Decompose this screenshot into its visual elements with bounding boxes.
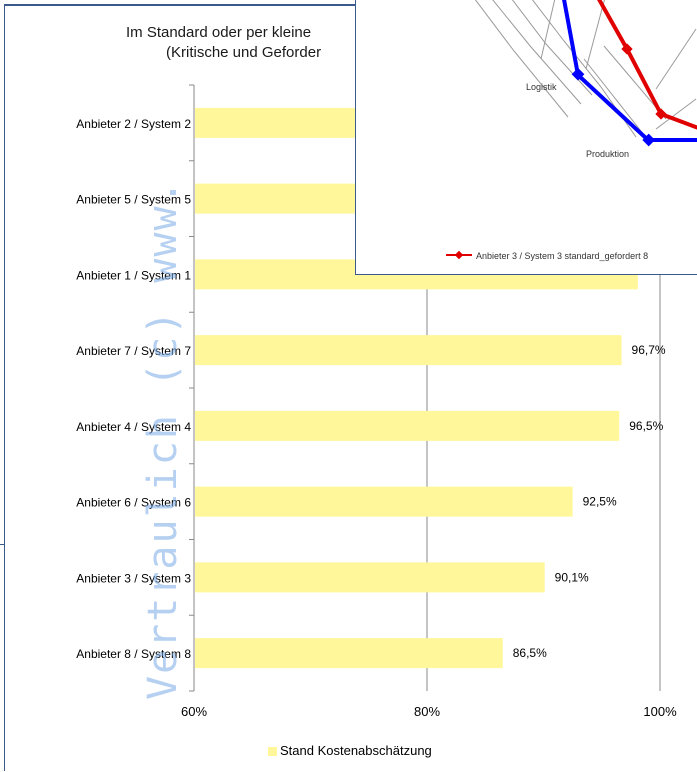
chart-legend: Stand Kostenabschätzung <box>268 743 432 758</box>
radar-point-blue <box>642 133 656 147</box>
data-label: 92,5% <box>583 495 617 509</box>
data-label: 96,5% <box>629 419 663 433</box>
legend-label: Stand Kostenabschätzung <box>280 743 432 758</box>
radar-legend-marker <box>454 250 464 260</box>
category-label: Anbieter 7 / System 7 <box>76 344 191 358</box>
radar-axis-label-produktion: Produktion <box>586 149 629 159</box>
chart-title-line2: (Kritische und Geforder <box>166 44 322 61</box>
category-label: Anbieter 3 / System 3 <box>76 571 191 585</box>
radar-axis-label-logistik: Logistik <box>526 82 557 92</box>
radar-series-blue <box>562 0 697 142</box>
left-border-accent <box>0 544 4 545</box>
chart-title-line1: Im Standard oder per kleine <box>126 24 312 41</box>
bar <box>195 638 503 669</box>
radar-point-red <box>621 43 633 55</box>
radar-chart-panel: Logistik Produktion Anbieter 3 / System … <box>355 0 697 275</box>
data-label: 86,5% <box>513 646 547 660</box>
bar <box>195 335 622 366</box>
bar <box>195 486 573 517</box>
category-label: Anbieter 4 / System 4 <box>76 420 191 434</box>
radar-series-red <box>597 0 697 130</box>
radar-legend-label: Anbieter 3 / System 3 standard_gefordert… <box>476 251 648 261</box>
x-tick-label: 100% <box>643 704 677 719</box>
panel-top-border <box>5 5 365 6</box>
category-label: Anbieter 5 / System 5 <box>76 193 191 207</box>
bar <box>195 410 620 441</box>
bar <box>195 562 545 593</box>
category-label: Anbieter 2 / System 2 <box>76 117 191 131</box>
x-tick-label: 60% <box>181 704 207 719</box>
x-tick-label: 80% <box>414 704 440 719</box>
data-label: 90,1% <box>555 570 589 584</box>
category-label: Anbieter 8 / System 8 <box>76 647 191 661</box>
category-label: Anbieter 1 / System 1 <box>76 268 191 282</box>
data-label: 96,7% <box>632 343 666 357</box>
radar-grid <box>474 0 697 141</box>
radar-chart-svg: Logistik Produktion Anbieter 3 / System … <box>446 0 697 261</box>
legend-swatch <box>268 747 277 757</box>
category-label: Anbieter 6 / System 6 <box>76 496 191 510</box>
